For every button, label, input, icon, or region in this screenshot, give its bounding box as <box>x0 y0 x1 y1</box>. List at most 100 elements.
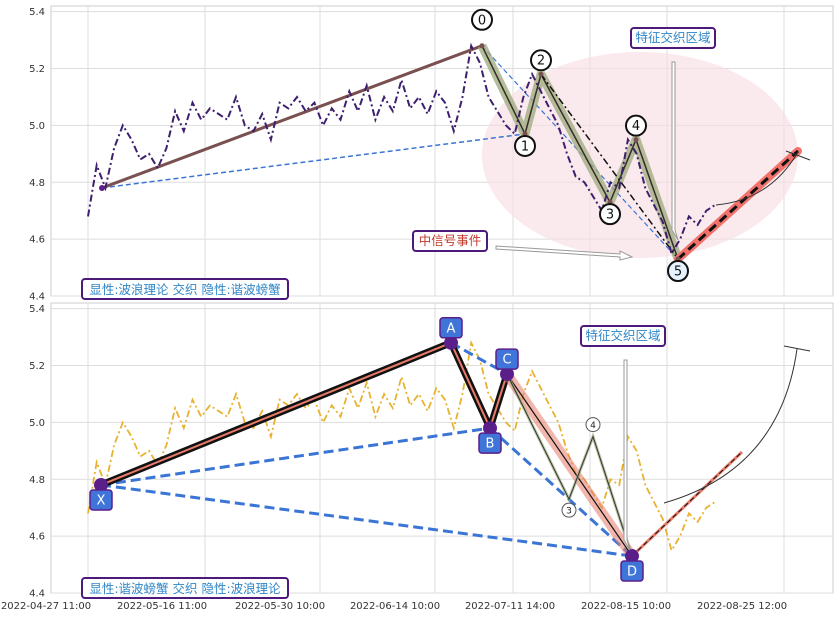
wave-label-circle <box>599 203 621 226</box>
harmonic-label-box <box>620 560 644 582</box>
harmonic-label-box <box>495 348 519 370</box>
x-tick-label: 2022-07-11 14:00 <box>465 601 555 612</box>
bottom-zone-arrow <box>623 359 631 551</box>
harmonic-point-D: D <box>620 549 644 582</box>
y-tick-label: 4.4 <box>29 589 45 600</box>
y-tick-label: 5.4 <box>29 7 45 18</box>
wave-label-circle <box>471 8 493 31</box>
top-signal-arrow <box>495 245 634 261</box>
y-tick-label: 5.2 <box>29 361 45 372</box>
wave-marker-3: 3 <box>599 199 621 226</box>
top-wave-markers: 0 1 2 3 4 5 <box>99 8 689 283</box>
x-tick-label: 2022-06-14 10:00 <box>350 601 440 612</box>
wave-label-circle <box>514 134 536 157</box>
wave-point <box>538 71 544 77</box>
y-tick-label: 4.8 <box>29 178 45 189</box>
projection-curve <box>663 348 798 504</box>
bottom-chart-panel: 4.4 4.6 4.8 5.0 5.2 5.4 2022-04-27 11:00 2022-… <box>1 302 834 612</box>
bottom-price-series <box>87 339 716 553</box>
harmonic-leg-glow-0 <box>100 341 452 486</box>
top-pattern-lines <box>101 43 811 264</box>
bottom-legend-box: 显性:谐波螃蟹 交织 隐性:波浪理论 <box>81 577 289 599</box>
wave-path <box>481 45 679 260</box>
wave-marker-5: 5 <box>667 256 689 283</box>
wave-point <box>633 137 639 143</box>
harmonic-dot <box>94 477 108 492</box>
wave-marker-4: 4 <box>625 114 647 143</box>
harmonic-leg-glow-1 <box>450 342 491 429</box>
svg-text:显性:谐波螃蟹 交织 隐性:波浪理论: 显性:谐波螃蟹 交织 隐性:波浪理论 <box>89 581 281 596</box>
bottom-harmonic-lines <box>99 339 811 559</box>
harmonic-label: X <box>97 493 106 508</box>
wave-label: 4 <box>632 119 640 134</box>
harmonic-dot <box>500 367 514 382</box>
projection-curve <box>715 151 799 206</box>
harmonic-dot <box>483 421 497 436</box>
wave-label-circle <box>625 114 647 137</box>
harmonic-label-box <box>89 489 113 511</box>
dashed-trendline <box>101 133 526 189</box>
harmonic-leg-glow-2 <box>489 373 508 429</box>
y-tick-label: 4.6 <box>29 532 45 543</box>
y-tick-label: 4.8 <box>29 475 45 486</box>
harmonic-label-box <box>478 432 502 454</box>
svg-text:特征交织区域: 特征交织区域 <box>585 328 660 343</box>
y-tick-label: 4.4 <box>29 292 45 303</box>
harmonic-label-box <box>439 317 463 339</box>
wave-label: 1 <box>521 139 529 154</box>
top-zone-arrow <box>671 61 679 241</box>
harmonic-label: D <box>627 565 637 580</box>
bottom-zone-label: 特征交织区域 <box>580 325 666 347</box>
top-y-tick-labels: 4.4 4.6 4.8 5.0 5.2 5.4 <box>29 7 45 302</box>
wave-mark-label: 4 <box>590 421 596 431</box>
top-zone-label: 特征交织区域 <box>630 27 716 49</box>
top-signal-label: 中信号事件 <box>412 230 488 252</box>
harmonic-label: C <box>502 353 511 368</box>
projection-line <box>631 451 743 557</box>
wave-path-faint <box>506 373 633 557</box>
wave-mark-circle <box>585 417 601 433</box>
wave-mark-label: 3 <box>566 507 572 517</box>
wave-label: 2 <box>537 54 545 69</box>
harmonic-label: A <box>447 321 456 336</box>
harmonic-label: B <box>486 437 495 452</box>
wave-marker-2: 2 <box>530 49 552 77</box>
svg-text:中信号事件: 中信号事件 <box>419 233 482 248</box>
wave-mark-circle <box>561 502 577 518</box>
bottom-y-tick-labels: 4.4 4.6 4.8 5.0 5.2 5.4 <box>29 304 45 599</box>
wave-label: 0 <box>478 13 486 28</box>
wave-label-circle <box>667 260 689 283</box>
y-tick-label: 5.4 <box>29 304 45 315</box>
harmonic-point-B: B <box>478 421 502 454</box>
start-point <box>99 184 105 191</box>
x-tick-label: 2022-04-27 11:00 <box>1 601 91 612</box>
wave-label: 5 <box>674 265 682 280</box>
wave-leg-x-0 <box>101 44 483 190</box>
bottom-plot-frame <box>50 302 834 594</box>
y-tick-label: 4.6 <box>29 235 45 246</box>
wave-marker-1: 1 <box>514 131 536 157</box>
top-legend-box: 显性:波浪理论 交织 隐性:谐波螃蟹 <box>81 278 289 300</box>
y-tick-label: 5.2 <box>29 64 45 75</box>
wave-marker-0: 0 <box>471 8 493 49</box>
projection-tick <box>785 150 811 161</box>
harmonic-bd-line <box>488 426 634 558</box>
projection-line <box>676 149 800 261</box>
harmonic-point-X: X <box>89 477 113 511</box>
harmonic-xb-line <box>100 426 491 487</box>
wave-point <box>479 43 485 49</box>
wave-mark-3: 3 <box>561 502 577 518</box>
harmonic-point-A: A <box>439 317 463 350</box>
harmonic-cd-line <box>506 373 633 557</box>
y-tick-label: 5.0 <box>29 418 45 429</box>
harmonic-dot <box>444 335 458 350</box>
harmonic-point-C: C <box>495 348 519 382</box>
x-tick-label: 2022-05-16 11:00 <box>117 601 207 612</box>
bottom-harmonic-markers: 3 4 X A B C D <box>89 317 644 582</box>
harmonic-dot <box>625 549 639 564</box>
dashdot-line <box>540 73 679 260</box>
top-chart-panel: 4.4 4.6 4.8 5.0 5.2 5.4 0 1 2 3 4 5 特征交织区域 中信号事件 显… <box>29 5 834 303</box>
projection-tick <box>783 345 811 352</box>
wave-label: 3 <box>606 208 614 223</box>
